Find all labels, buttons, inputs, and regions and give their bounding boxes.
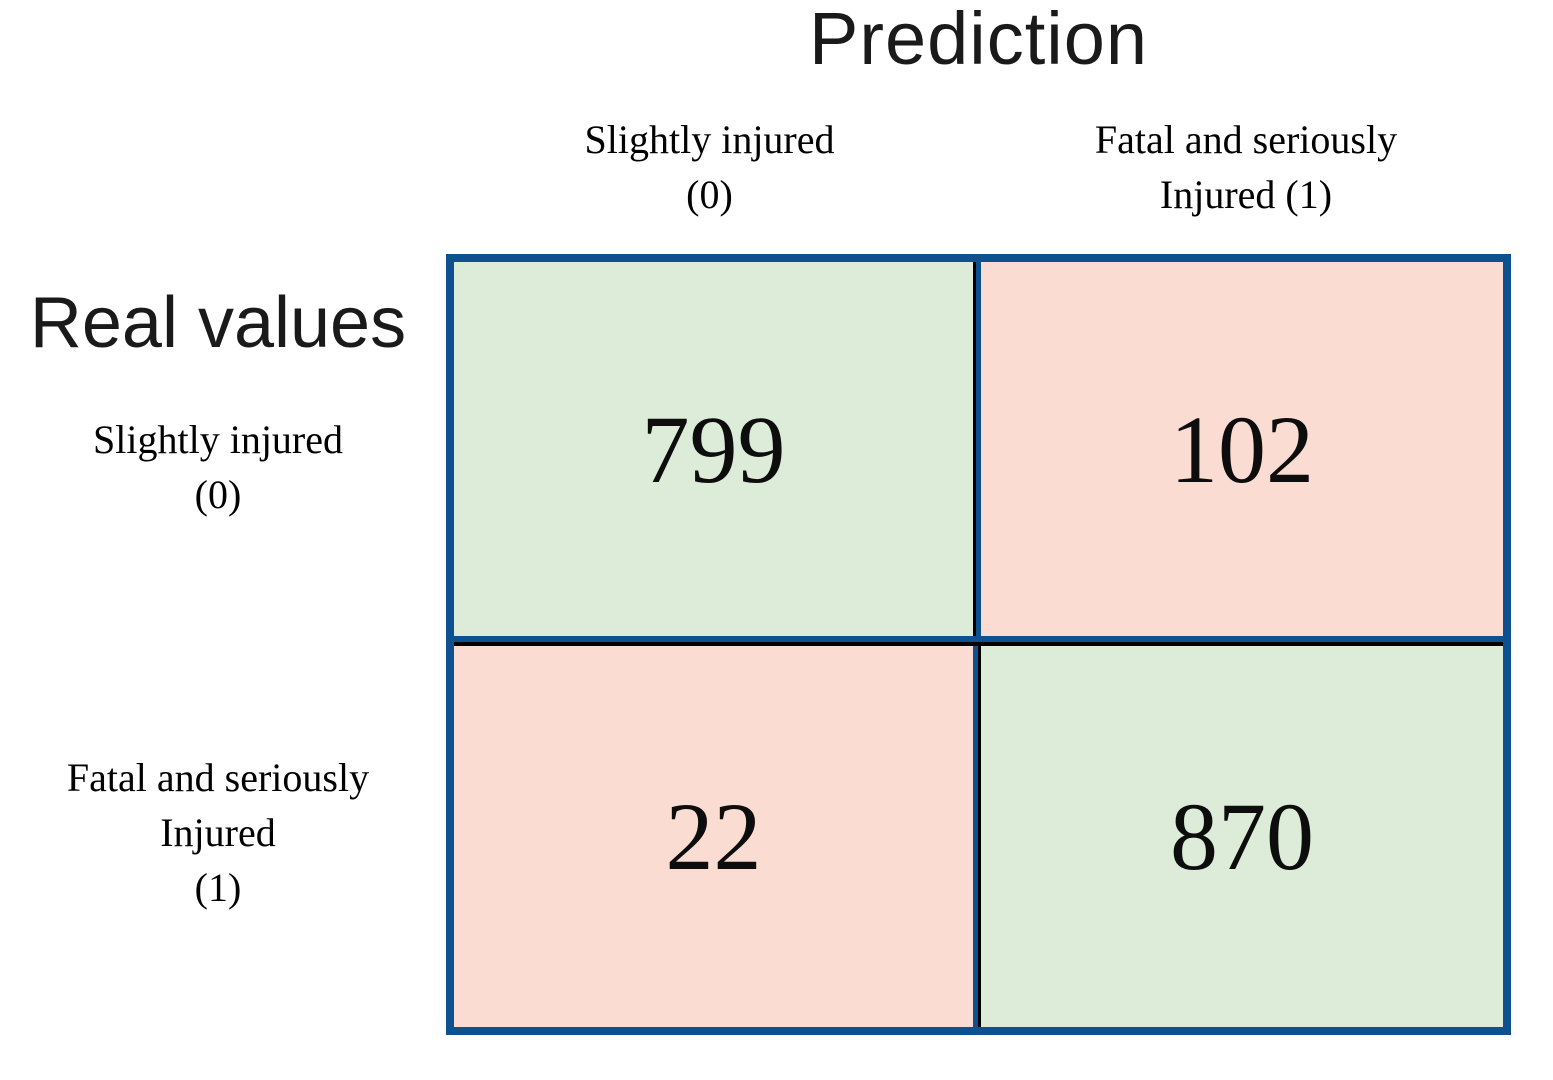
column-header-line: Fatal and seriously <box>1094 117 1398 162</box>
confusion-matrix-grid: 799 102 22 870 <box>446 254 1511 1035</box>
row-header-slightly-injured: Slightly injured (0) <box>8 412 428 522</box>
row-header-line: Fatal and seriously <box>66 755 370 800</box>
column-header-slightly-injured: Slightly injured (0) <box>446 112 973 222</box>
matrix-cell-false-positive: 102 <box>981 262 1503 636</box>
column-header-line: Slightly injured <box>584 117 835 162</box>
horizontal-divider <box>454 636 1503 646</box>
real-values-axis-title: Real values <box>29 283 407 363</box>
row-header-line: (1) <box>194 865 242 911</box>
vertical-divider-top <box>973 262 981 636</box>
column-header-line: (0) <box>686 172 733 218</box>
column-header-line: Injured (1) <box>1159 172 1333 218</box>
row-header-fatal-serious: Fatal and seriously Injured (1) <box>8 750 428 916</box>
row-header-line: Injured <box>160 810 276 856</box>
matrix-cell-true-negative: 799 <box>454 262 973 636</box>
matrix-cell-true-positive: 870 <box>981 646 1503 1027</box>
vertical-divider-bottom <box>973 646 981 1027</box>
cell-value: 22 <box>665 783 762 890</box>
cell-value: 102 <box>1170 395 1314 503</box>
cell-value: 870 <box>1170 783 1314 890</box>
row-header-line: (0) <box>194 472 242 518</box>
cell-value: 799 <box>641 395 786 503</box>
matrix-cell-false-negative: 22 <box>454 646 973 1027</box>
prediction-axis-title: Prediction <box>808 0 1149 80</box>
row-header-line: Slightly injured <box>93 417 343 462</box>
column-header-fatal-serious: Fatal and seriously Injured (1) <box>981 112 1511 222</box>
